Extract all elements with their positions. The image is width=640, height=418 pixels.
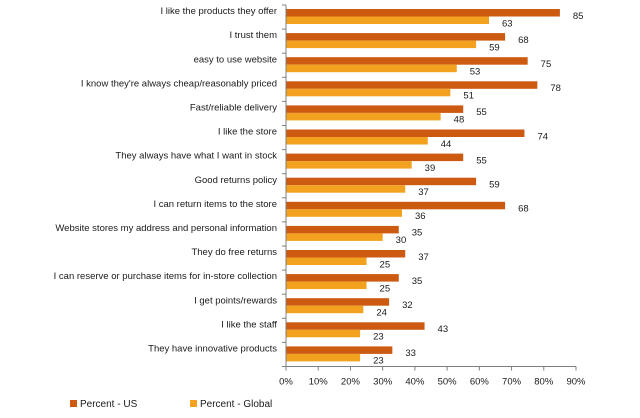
value-label-global: 37 — [418, 187, 429, 198]
bar-us — [286, 57, 528, 65]
bar-global — [286, 112, 441, 121]
value-label-global: 25 — [380, 259, 391, 270]
category-label: I know they're always cheap/reasonably p… — [81, 78, 277, 89]
value-label-global: 30 — [396, 235, 407, 246]
bar-global — [286, 185, 406, 193]
value-label-us: 43 — [438, 324, 449, 335]
x-tick-label: 20% — [341, 377, 361, 388]
bar-us — [286, 250, 406, 258]
bar-global — [286, 257, 367, 265]
bar-us — [286, 225, 399, 234]
value-label-global: 23 — [373, 356, 384, 367]
x-tick-label: 40% — [405, 377, 425, 388]
x-tick-label: 50% — [438, 377, 458, 388]
bar-global — [286, 137, 428, 145]
value-label-global: 24 — [376, 307, 387, 318]
x-tick-label: 70% — [502, 377, 522, 388]
category-label: Good returns policy — [195, 175, 278, 186]
bar-global — [286, 305, 364, 314]
value-label-global: 53 — [470, 66, 481, 77]
legend-label-global: Percent - Global — [200, 399, 272, 410]
bar-us — [286, 9, 560, 17]
category-label: I like the store — [218, 127, 277, 138]
legend-swatch-global — [190, 400, 197, 407]
value-label-us: 33 — [405, 348, 416, 359]
bar-global — [286, 329, 361, 338]
value-label-global: 63 — [502, 18, 513, 29]
category-label: I trust them — [229, 30, 277, 41]
value-label-us: 59 — [489, 179, 500, 190]
category-label: easy to use website — [194, 54, 277, 65]
category-label: I get points/rewards — [194, 295, 277, 306]
bar-global — [286, 64, 457, 73]
value-label-global: 36 — [415, 211, 426, 222]
legend-swatch-us — [70, 400, 77, 407]
category-label: They always have what I want in stock — [115, 151, 277, 162]
value-label-global: 59 — [489, 42, 500, 53]
category-label: I like the staff — [221, 319, 277, 330]
value-label-global: 25 — [380, 283, 391, 294]
bar-us — [286, 81, 538, 89]
bar-us — [286, 274, 399, 282]
bar-global — [286, 233, 383, 241]
bar-global — [286, 88, 451, 97]
value-label-global: 23 — [373, 332, 384, 343]
x-tick-label: 60% — [470, 377, 490, 388]
category-label: I can return items to the store — [153, 199, 277, 210]
value-label-us: 35 — [412, 228, 423, 239]
bar-global — [286, 40, 477, 49]
bar-us — [286, 33, 506, 41]
value-label-us: 75 — [541, 59, 552, 70]
value-label-us: 68 — [518, 204, 529, 215]
bar-global — [286, 353, 361, 362]
value-label-global: 44 — [441, 139, 452, 150]
category-label: Fast/reliable delivery — [190, 102, 277, 113]
value-label-us: 68 — [518, 35, 529, 46]
x-tick-label: 30% — [373, 377, 393, 388]
category-label: They have innovative products — [148, 343, 277, 354]
legend-label-us: Percent - US — [80, 399, 138, 410]
value-label-global: 51 — [463, 91, 474, 102]
value-label-us: 37 — [418, 252, 429, 263]
value-label-us: 55 — [476, 107, 487, 118]
bar-us — [286, 153, 464, 162]
category-label: I like the products they offer — [160, 6, 277, 17]
value-label-global: 48 — [454, 115, 465, 126]
bar-us — [286, 105, 464, 113]
category-label: I can reserve or purchase items for in-s… — [54, 271, 277, 282]
x-tick-label: 0% — [279, 377, 293, 388]
value-label-global: 39 — [425, 163, 436, 174]
x-tick-label: 90% — [566, 377, 586, 388]
x-tick-label: 10% — [309, 377, 329, 388]
value-label-us: 85 — [573, 11, 584, 22]
bar-global — [286, 16, 489, 24]
category-label: Website stores my address and personal i… — [55, 223, 277, 234]
x-tick-label: 80% — [534, 377, 554, 388]
value-label-us: 35 — [412, 276, 423, 287]
bar-us — [286, 201, 506, 210]
bar-global — [286, 281, 367, 290]
bar-us — [286, 177, 477, 186]
category-label: They do free returns — [191, 247, 277, 258]
value-label-us: 55 — [476, 155, 487, 166]
bar-us — [286, 129, 525, 137]
value-label-us: 78 — [550, 83, 561, 94]
bar-global — [286, 209, 402, 217]
bar-us — [286, 346, 393, 354]
bar-us — [286, 322, 425, 330]
value-label-us: 74 — [537, 131, 548, 142]
bar-us — [286, 298, 390, 306]
value-label-us: 32 — [402, 300, 413, 311]
bar-global — [286, 161, 412, 169]
